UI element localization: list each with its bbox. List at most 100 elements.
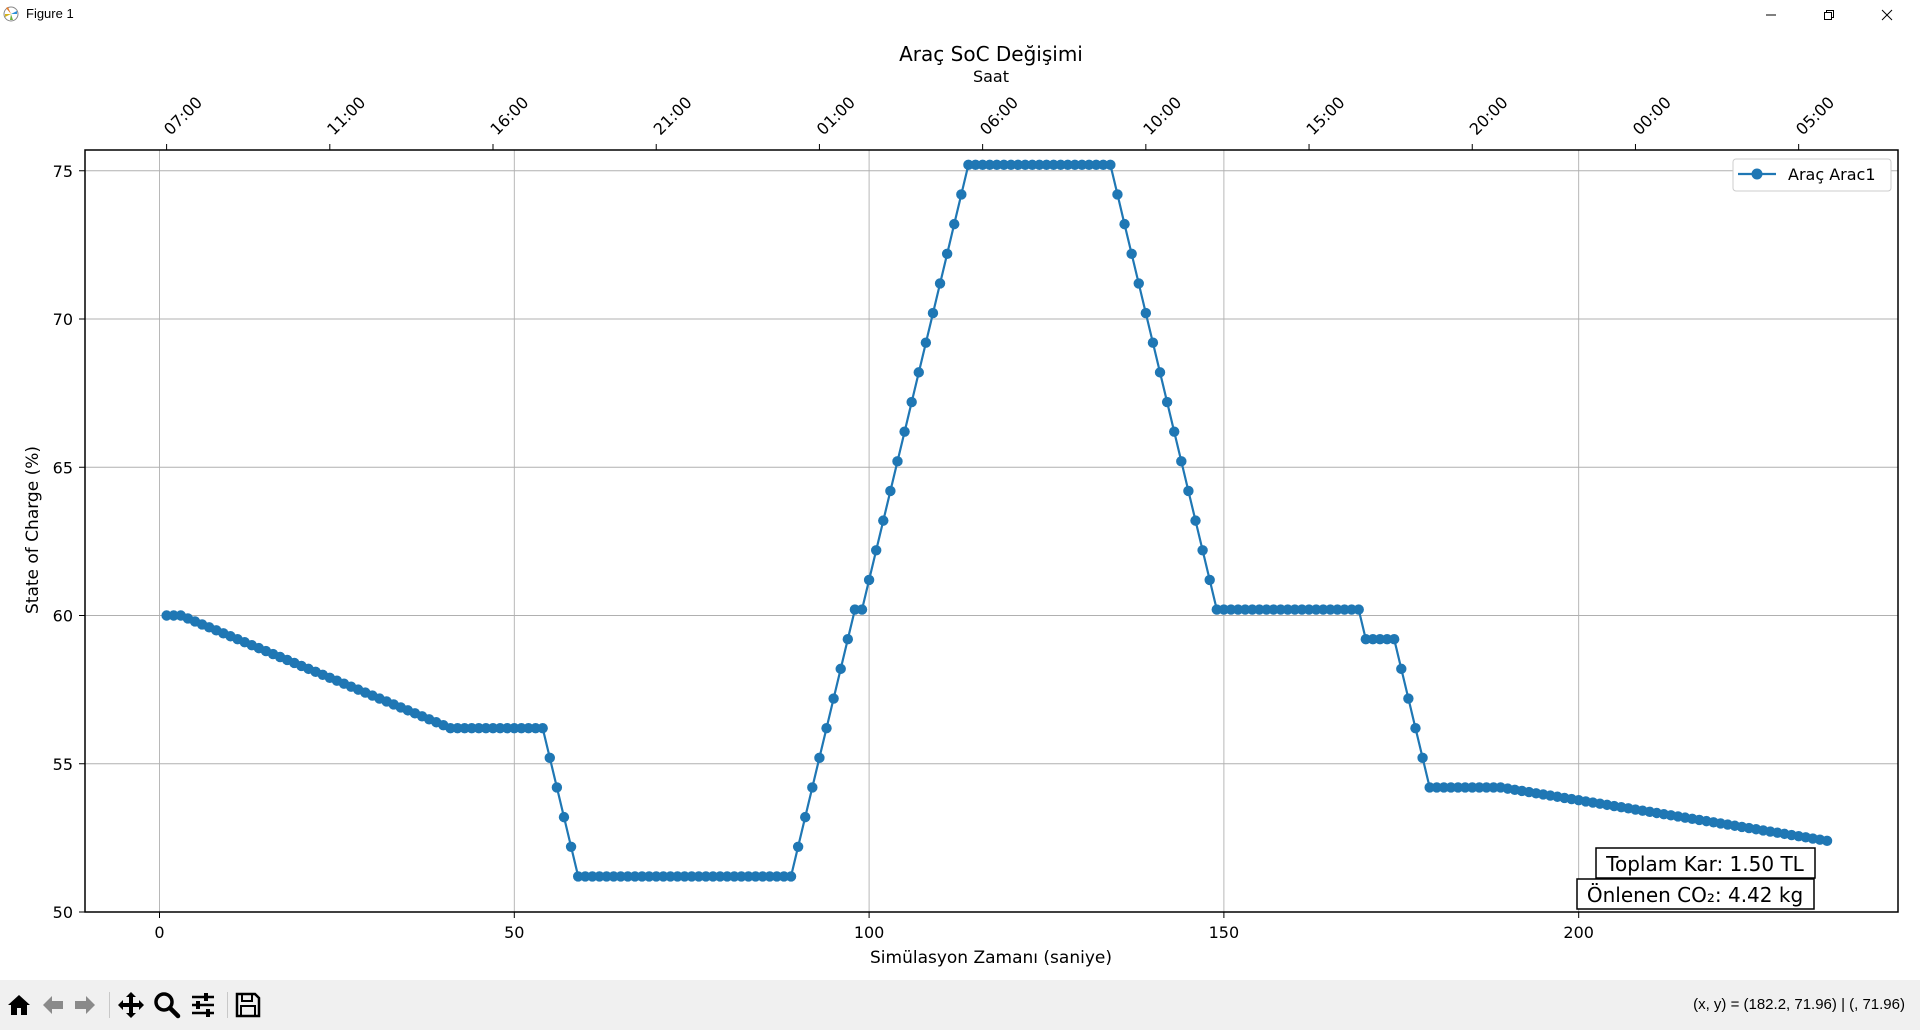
forward-icon [75,996,95,1014]
back-button[interactable] [38,990,68,1020]
restore-button[interactable] [1800,0,1858,30]
data-point [800,811,811,823]
data-point [1133,278,1144,289]
data-point [835,663,846,675]
home-icon [8,995,30,1015]
top-tick-label: 06:00 [976,93,1022,139]
data-point [1147,337,1159,348]
profit-annotation-box [1595,847,1816,879]
grid [85,150,1898,913]
data-point [1183,485,1194,497]
data-point [1388,634,1400,645]
co2-annotation: Önlenen CO₂: 4.42 kg [1587,883,1803,907]
pan-button[interactable] [116,990,146,1020]
data-point [927,307,939,319]
x-axis: 0 50 100 150 200 [154,912,1594,942]
chart-title: Araç SoC Değişimi [899,42,1083,66]
home-button[interactable] [4,990,34,1020]
navigation-toolbar: (x, y) = (182.2, 71.96) | (, 71.96) [0,980,1920,1030]
y-tick-label: 70 [53,310,73,329]
data-point [885,485,896,497]
top-tick-label: 15:00 [1302,93,1348,139]
back-icon [43,996,63,1014]
window-titlebar: Figure 1 [0,0,1920,30]
data-point [1105,159,1116,171]
data-point [558,811,570,823]
data-point [892,456,903,467]
y-tick-label: 50 [53,903,73,922]
data-point [814,752,825,764]
top-tick-label: 16:00 [486,93,532,139]
y-tick-label: 60 [53,607,73,626]
data-point [899,426,910,437]
close-button[interactable] [1858,0,1916,30]
data-point [842,634,854,645]
y-axis: 50 55 60 65 70 75 [53,162,85,922]
top-tick-label: 21:00 [650,93,696,139]
data-point [1410,722,1421,734]
data-point [1161,396,1173,408]
x-tick-label: 0 [154,923,164,942]
toolbar-separator [109,992,110,1018]
data-point [821,722,832,734]
data-point [785,871,797,882]
zoom-button[interactable] [152,990,182,1020]
x-tick-label: 150 [1209,923,1240,942]
series-line [166,163,1828,878]
data-point [1204,574,1215,586]
data-point [828,693,839,704]
pan-icon [118,992,144,1018]
data-point [807,782,818,793]
window-title: Figure 1 [26,6,74,21]
data-point [1112,189,1123,200]
data-point [544,752,555,764]
data-point [1140,307,1152,319]
top-tick-label: 07:00 [160,93,206,139]
data-point [1396,663,1407,675]
minimize-icon [1766,14,1776,16]
x-tick-label: 200 [1563,923,1594,942]
annotations: Toplam Kar: 1.50 TL Önlenen CO₂: 4.42 kg [1576,847,1816,910]
axes-frame [84,149,1899,913]
top-tick-label: 00:00 [1629,93,1675,139]
x-axis-label: Simülasyon Zamanı (saniye) [870,948,1112,968]
data-point [1190,515,1201,526]
data-point [1126,248,1137,259]
legend: Araç Arac1 [1732,158,1892,192]
data-point [1176,456,1187,467]
data-point [941,248,953,259]
toolbar-separator [227,992,228,1018]
configure-subplots-button[interactable] [188,990,218,1020]
minimize-button[interactable] [1742,0,1800,30]
data-point [863,574,875,586]
y-tick-label: 65 [53,458,73,477]
top-time-axis: 07:00 11:00 16:00 21:00 01:00 06:00 10:00 15:00… [160,93,1838,150]
top-tick-label: 20:00 [1466,93,1512,139]
figure-canvas[interactable]: Araç SoC Değişimi Saat 0 50 100 150 200 50 55… [0,30,1920,980]
co2-annotation-box [1576,878,1815,910]
zoom-icon [154,992,181,1019]
data-point [878,515,889,526]
data-point [792,841,804,852]
top-tick-label: 05:00 [1792,93,1838,139]
data-point [856,604,868,615]
data-point [920,337,932,348]
y-tick-label: 75 [53,162,73,181]
data-point [1154,367,1166,378]
data-point [1821,835,1833,847]
data-point [870,545,882,556]
x-tick-label: 50 [504,923,524,942]
restore-icon [1824,10,1834,20]
data-point [1169,426,1180,437]
matplotlib-logo-icon [2,5,20,23]
profit-annotation: Toplam Kar: 1.50 TL [1605,852,1804,876]
save-button[interactable] [233,990,263,1020]
save-icon [235,992,261,1018]
data-point [1417,752,1428,764]
x-tick-label: 100 [854,923,885,942]
top-tick-label: 10:00 [1139,93,1185,139]
y-axis-label: State of Charge (%) [23,446,43,614]
forward-button[interactable] [70,990,100,1020]
data-point [537,722,548,734]
data-point [1403,693,1414,704]
